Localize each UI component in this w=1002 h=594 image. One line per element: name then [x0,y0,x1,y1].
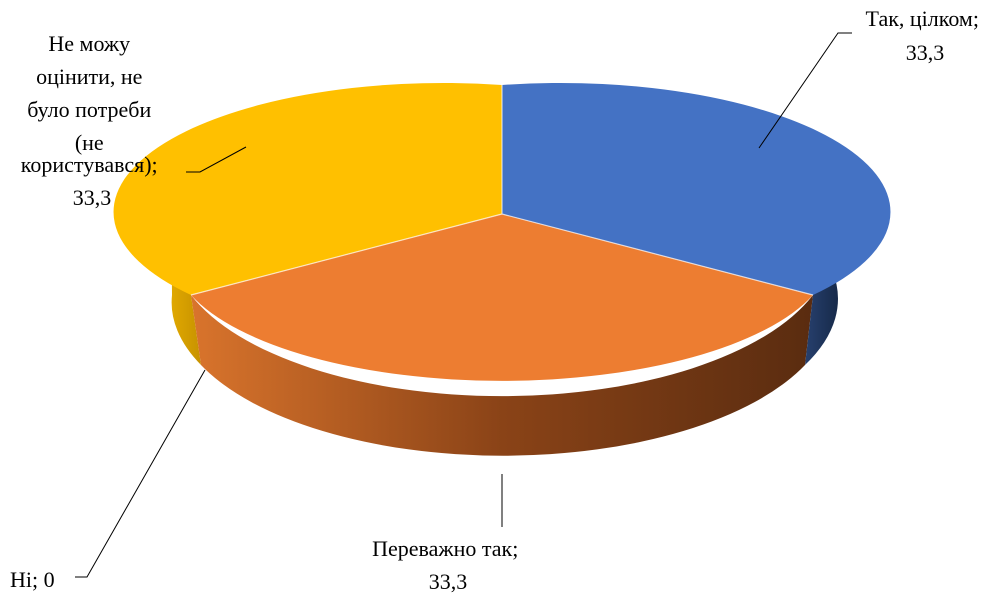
slice-separators [190,85,814,296]
label-nemozhu-line1: Не можу [48,31,130,56]
label-nemozhu-value: 33,3 [73,185,112,210]
leader-line-ni [75,369,206,578]
data-label-tak: Так, цілком; 33,3 [866,6,985,65]
slice-top-nemozhu [113,82,503,295]
label-nemozhu-line4: (не [75,130,104,155]
leader-lines [75,32,852,578]
label-tak-value: 33,3 [906,40,945,65]
leader-line-tak [758,32,852,149]
data-label-perevazhno: Переважно так; 33,3 [372,536,524,594]
label-nemozhu-line5: користувався); [21,152,158,177]
slice-side-perevazhno [191,295,813,456]
data-label-ni: Ні; 0 [10,567,55,592]
label-perevazhno-value: 33,3 [429,569,468,594]
label-tak-category: Так, цілком; [866,6,979,31]
label-ni-text: Ні; 0 [10,567,55,592]
data-label-nemozhu: Не можу оцінити, не було потреби (не кор… [21,31,163,210]
slice-side-nemozhu [171,238,201,365]
slice-top-perevazhno [191,214,813,381]
label-nemozhu-line2: оцінити, не [36,64,142,89]
label-perevazhno-category: Переважно так; [372,536,518,561]
leader-line-nemozhu [186,146,247,173]
label-nemozhu-line3: було потреби [27,97,151,122]
slice-top-tak [502,82,891,296]
